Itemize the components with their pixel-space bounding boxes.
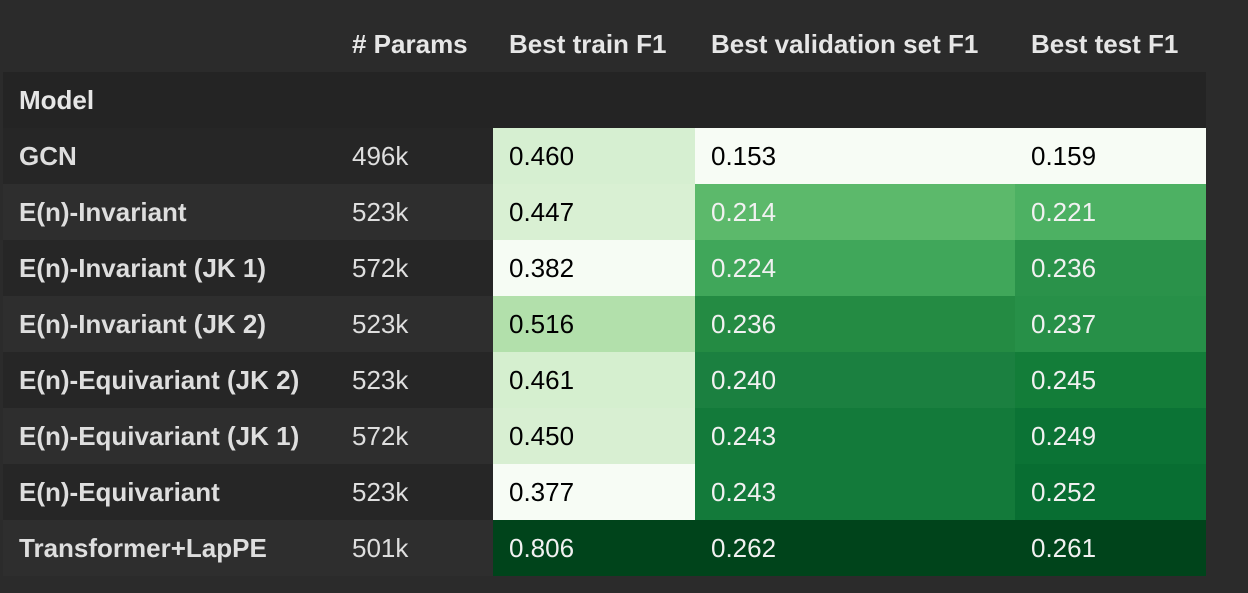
index-label: Model [3, 72, 336, 128]
model-name-cell: E(n)-Equivariant (JK 2) [3, 352, 336, 408]
validation-f1-cell: 0.214 [695, 184, 1015, 240]
index-row-empty-cell [1015, 72, 1206, 128]
validation-f1-column-header: Best validation set F1 [711, 28, 979, 59]
params-cell: 501k [336, 520, 493, 576]
train-f1-column-header: Best train F1 [509, 28, 667, 59]
test-f1-cell: 0.249 [1015, 408, 1206, 464]
train-f1-cell: 0.516 [493, 296, 695, 352]
params-cell: 523k [336, 184, 493, 240]
train-f1-cell: 0.461 [493, 352, 695, 408]
params-cell: 523k [336, 464, 493, 520]
train-f1-cell: 0.382 [493, 240, 695, 296]
table-row: GCN 496k 0.460 0.153 0.159 [3, 128, 1206, 184]
validation-f1-cell: 0.262 [695, 520, 1015, 576]
test-f1-cell: 0.159 [1015, 128, 1206, 184]
results-table: # Params Best train F1 Best validation s… [3, 16, 1206, 576]
model-name-cell: E(n)-Equivariant [3, 464, 336, 520]
validation-f1-cell: 0.243 [695, 464, 1015, 520]
model-name-cell: E(n)-Invariant [3, 184, 336, 240]
train-f1-cell: 0.806 [493, 520, 695, 576]
index-row-empty-cell [695, 72, 1015, 128]
test-f1-cell: 0.252 [1015, 464, 1206, 520]
model-name-cell: E(n)-Invariant (JK 1) [3, 240, 336, 296]
results-table-container: # Params Best train F1 Best validation s… [3, 16, 1206, 576]
validation-f1-cell: 0.236 [695, 296, 1015, 352]
validation-f1-cell: 0.243 [695, 408, 1015, 464]
test-f1-cell: 0.261 [1015, 520, 1206, 576]
model-name-cell: Transformer+LapPE [3, 520, 336, 576]
validation-f1-cell: 0.153 [695, 128, 1015, 184]
params-column-header: # Params [352, 28, 468, 59]
table-row: E(n)-Invariant 523k 0.447 0.214 0.221 [3, 184, 1206, 240]
index-row-empty-cell [336, 72, 493, 128]
train-f1-cell: 0.460 [493, 128, 695, 184]
table-row: E(n)-Equivariant (JK 1) 572k 0.450 0.243… [3, 408, 1206, 464]
model-name-cell: GCN [3, 128, 336, 184]
table-row: E(n)-Invariant (JK 1) 572k 0.382 0.224 0… [3, 240, 1206, 296]
validation-f1-cell: 0.240 [695, 352, 1015, 408]
params-cell: 523k [336, 352, 493, 408]
model-name-cell: E(n)-Invariant (JK 2) [3, 296, 336, 352]
test-f1-column-header: Best test F1 [1031, 28, 1179, 59]
table-body: GCN 496k 0.460 0.153 0.159 E(n)-Invarian… [3, 128, 1206, 576]
table-row: E(n)-Equivariant (JK 2) 523k 0.461 0.240… [3, 352, 1206, 408]
index-row-empty-cell [493, 72, 695, 128]
validation-f1-cell: 0.224 [695, 240, 1015, 296]
index-name-row: Model [3, 72, 1206, 128]
params-cell: 572k [336, 240, 493, 296]
table-row: Transformer+LapPE 501k 0.806 0.262 0.261 [3, 520, 1206, 576]
model-name-cell: E(n)-Equivariant (JK 1) [3, 408, 336, 464]
train-f1-cell: 0.450 [493, 408, 695, 464]
test-f1-cell: 0.237 [1015, 296, 1206, 352]
table-row: E(n)-Invariant (JK 2) 523k 0.516 0.236 0… [3, 296, 1206, 352]
params-cell: 523k [336, 296, 493, 352]
test-f1-cell: 0.236 [1015, 240, 1206, 296]
table-row: E(n)-Equivariant 523k 0.377 0.243 0.252 [3, 464, 1206, 520]
blank-corner-header [3, 16, 336, 72]
train-f1-cell: 0.447 [493, 184, 695, 240]
params-cell: 496k [336, 128, 493, 184]
params-cell: 572k [336, 408, 493, 464]
test-f1-cell: 0.245 [1015, 352, 1206, 408]
test-f1-cell: 0.221 [1015, 184, 1206, 240]
column-header-row: # Params Best train F1 Best validation s… [3, 16, 1206, 72]
train-f1-cell: 0.377 [493, 464, 695, 520]
